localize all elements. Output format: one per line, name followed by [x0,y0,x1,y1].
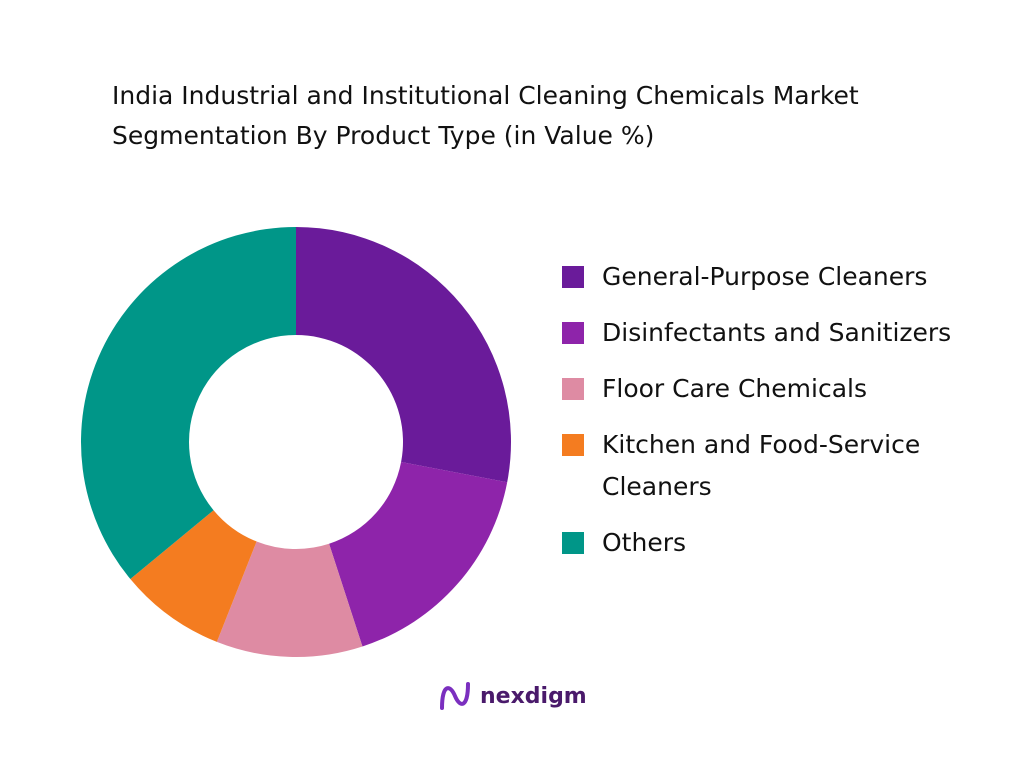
legend-swatch [562,322,584,344]
logo: nexdigm [438,678,587,714]
legend-item: Kitchen and Food-Service Cleaners [560,424,1010,508]
legend-label: General-Purpose Cleaners [602,262,928,291]
donut-slice [329,462,508,647]
logo-icon [440,682,470,710]
logo-text: nexdigm [480,683,587,709]
legend-label: Floor Care Chemicals [602,374,867,403]
legend-swatch [562,266,584,288]
legend-label: Others [602,528,687,557]
legend-item: General-Purpose Cleaners [560,256,1010,298]
donut-slice [130,510,257,642]
legend-swatch [562,532,584,554]
legend-label: Kitchen and Food-Service Cleaners [602,430,921,501]
legend: General-Purpose Cleaners Disinfectants an… [560,256,1010,578]
donut-slice [296,227,512,483]
legend-swatch [562,378,584,400]
donut-slice [216,541,363,657]
legend-swatch [562,434,584,456]
chart-title: India Industrial and Institutional Clean… [112,81,859,150]
legend-item: Disinfectants and Sanitizers [560,312,1010,354]
legend-item: Others [560,522,1010,564]
donut-slice [81,226,297,580]
legend-item: Floor Care Chemicals [560,368,1010,410]
chart [81,226,512,657]
legend-label: Disinfectants and Sanitizers [602,318,952,347]
